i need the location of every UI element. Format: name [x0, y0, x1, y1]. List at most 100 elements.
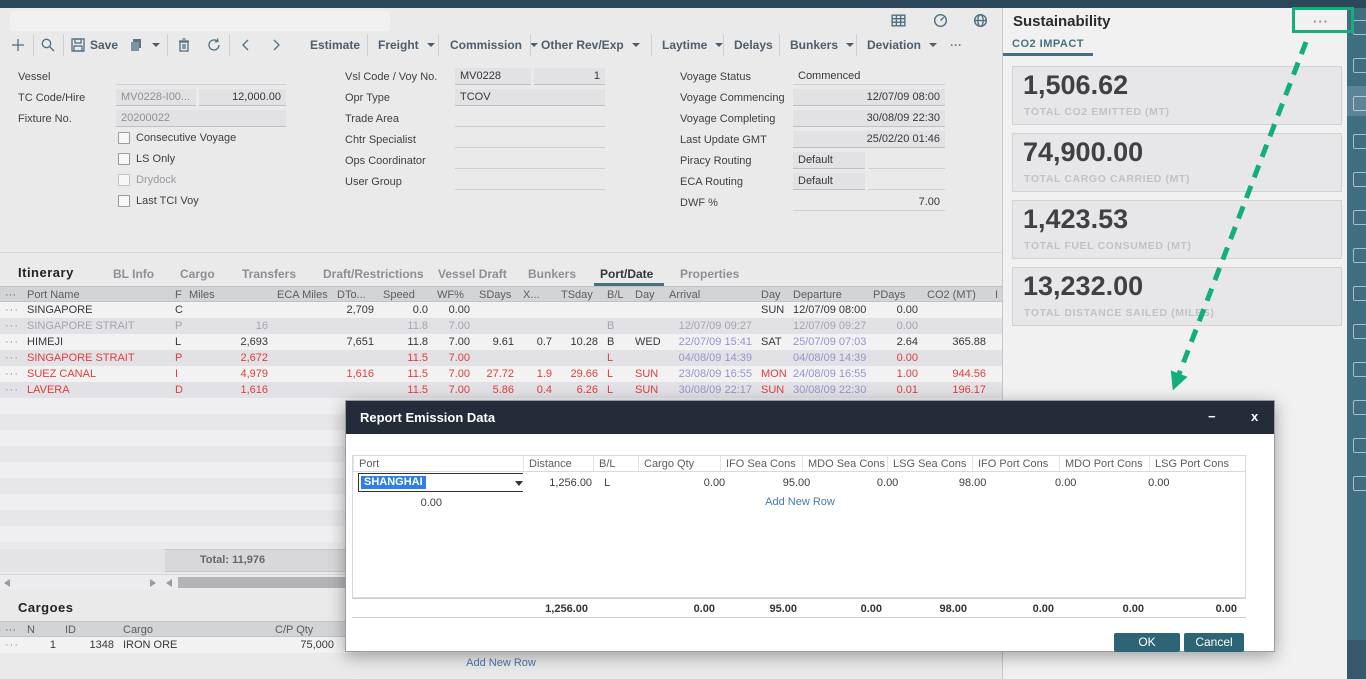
tab-properties[interactable]: Properties — [680, 267, 740, 281]
cell[interactable] — [474, 302, 518, 318]
column-header[interactable]: ··· — [5, 624, 16, 636]
cell[interactable] — [630, 350, 664, 366]
cell[interactable]: 6.26 — [576, 384, 598, 396]
cell[interactable]: L — [607, 352, 614, 364]
search-icon[interactable] — [40, 33, 56, 57]
voy-no-field[interactable]: 1 — [534, 68, 605, 85]
cell[interactable]: 2,709 — [346, 304, 374, 316]
row-menu-icon[interactable]: ··· — [5, 639, 19, 651]
cell[interactable] — [990, 334, 1002, 350]
column-header[interactable]: Miles — [189, 289, 215, 301]
sidebar-icon-4[interactable] — [1353, 172, 1366, 187]
column-header[interactable]: Cargo Qty — [638, 456, 720, 471]
ifo-port-cons-cell[interactable]: 0.00 — [1055, 477, 1077, 489]
column-header[interactable]: TSday — [561, 289, 593, 301]
cell[interactable] — [990, 302, 1002, 318]
cell[interactable] — [332, 382, 378, 398]
cell[interactable]: C — [175, 304, 183, 316]
cell[interactable]: 25/07/09 07:03 — [793, 336, 867, 348]
row-menu-icon[interactable]: ··· — [5, 384, 19, 396]
cell[interactable]: 2,672 — [240, 352, 268, 364]
sidebar-icon-10[interactable] — [1353, 400, 1366, 415]
cargo-qty-cell[interactable]: 0.00 — [703, 477, 726, 489]
column-header[interactable]: Cargo — [123, 624, 153, 636]
checkbox-consecutive-voyage[interactable]: Consecutive Voyage — [118, 132, 236, 144]
cell[interactable]: 5.86 — [492, 384, 514, 396]
cell[interactable]: 27.72 — [486, 368, 514, 380]
column-header[interactable]: WF% — [437, 289, 464, 301]
cell[interactable]: 1.00 — [896, 368, 918, 380]
column-header[interactable]: Distance — [523, 456, 593, 471]
tab-co2-impact[interactable]: CO2 IMPACT — [1012, 38, 1085, 50]
cell[interactable]: 7.00 — [448, 336, 470, 348]
sidebar-icon-0[interactable] — [1353, 20, 1366, 35]
cell[interactable] — [474, 318, 518, 334]
column-header[interactable]: I — [995, 289, 999, 301]
cell[interactable]: 1.9 — [536, 368, 552, 380]
cell[interactable] — [272, 302, 332, 318]
cell[interactable]: 0.00 — [896, 320, 918, 332]
cell[interactable] — [556, 318, 602, 334]
cell[interactable] — [272, 350, 332, 366]
cell[interactable]: 12/07/09 09:27 — [678, 320, 752, 332]
globe-icon[interactable] — [972, 12, 989, 32]
cell[interactable] — [332, 350, 378, 366]
delete-icon[interactable] — [176, 33, 192, 57]
cell[interactable]: 7.00 — [448, 352, 470, 364]
cell[interactable]: 04/08/09 14:39 — [793, 352, 867, 364]
menu-commission[interactable]: Commission — [450, 33, 539, 57]
prev-button[interactable] — [238, 33, 254, 57]
cell[interactable]: 11.8 — [407, 320, 428, 332]
cell[interactable] — [756, 318, 788, 334]
cell[interactable]: 7.00 — [448, 320, 470, 332]
sidebar-icon-9[interactable] — [1353, 362, 1366, 377]
eca-routing-field-2[interactable] — [868, 173, 945, 190]
sidebar-icon-2[interactable] — [1353, 96, 1366, 111]
column-header[interactable]: MDO Port Cons — [1059, 456, 1149, 471]
cell[interactable]: L — [175, 336, 182, 348]
cell[interactable]: 1,616 — [346, 368, 374, 380]
cell[interactable] — [272, 334, 332, 350]
trade-area-field[interactable] — [455, 110, 605, 127]
column-header[interactable]: X... — [523, 289, 540, 301]
cell[interactable] — [602, 302, 630, 318]
scroll-left-icon[interactable] — [166, 579, 172, 587]
sidebar-icon-7[interactable] — [1353, 286, 1366, 301]
menu-bunkers[interactable]: Bunkers — [790, 33, 855, 57]
port-name-cell[interactable]: LAVERA — [27, 384, 70, 396]
checkbox-ls-only[interactable]: LS Only — [118, 153, 175, 165]
menu-estimate[interactable]: Estimate — [310, 38, 361, 52]
cell[interactable]: SUN — [635, 368, 659, 380]
menu-freight[interactable]: Freight — [378, 33, 435, 57]
sidebar-icon-3[interactable] — [1353, 134, 1366, 149]
cell[interactable] — [756, 350, 788, 366]
cell[interactable] — [272, 318, 332, 334]
cell[interactable]: 9.61 — [492, 336, 514, 348]
user-group-field[interactable] — [455, 173, 605, 190]
tc-code-field[interactable]: MV0228-I00... — [116, 89, 196, 106]
column-header[interactable]: C/P Qty — [275, 624, 314, 636]
bl-cell[interactable]: L — [604, 477, 611, 489]
piracy-routing-field-2[interactable] — [868, 152, 945, 169]
cell[interactable] — [922, 350, 990, 366]
column-header[interactable]: CO2 (MT) — [927, 289, 976, 301]
next-button[interactable] — [268, 33, 284, 57]
column-header[interactable]: DTo... — [337, 289, 366, 301]
column-header[interactable]: LSG Sea Cons — [887, 456, 972, 471]
distance-cell[interactable]: 1,256.00 — [549, 477, 593, 489]
cell[interactable]: 11.8 — [407, 336, 428, 348]
column-header[interactable]: IFO Port Cons — [972, 456, 1059, 471]
cell[interactable] — [556, 302, 602, 318]
column-header[interactable]: F — [175, 289, 182, 301]
cell[interactable] — [556, 350, 602, 366]
menu-other-rev-exp[interactable]: Other Rev/Exp — [541, 33, 640, 57]
cell[interactable] — [990, 350, 1002, 366]
dialog-header[interactable]: Report Emission Data − x — [346, 401, 1274, 434]
column-header[interactable]: ··· — [5, 289, 16, 301]
cell[interactable]: 2.64 — [896, 336, 918, 348]
tab-port-date[interactable]: Port/Date — [600, 267, 654, 281]
cell[interactable]: B — [607, 320, 615, 332]
cell[interactable]: 0.4 — [536, 384, 552, 396]
cell[interactable]: 944.56 — [952, 368, 986, 380]
cell[interactable]: P — [175, 320, 183, 332]
